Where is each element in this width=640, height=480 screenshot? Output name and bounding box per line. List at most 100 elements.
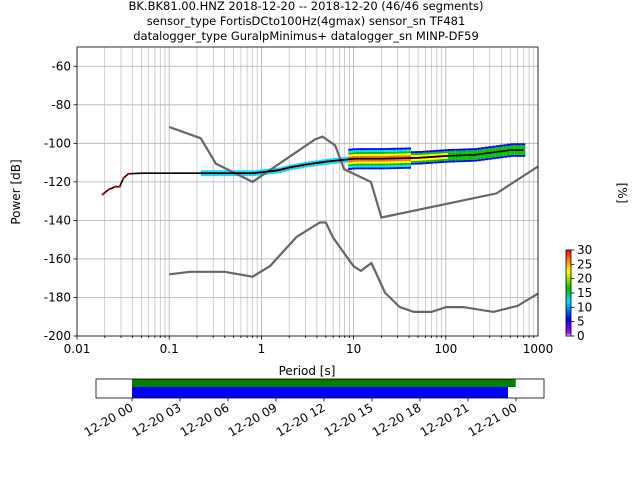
heatmap-cell xyxy=(348,160,352,163)
heatmap-cell xyxy=(399,165,404,167)
heatmap-cell xyxy=(458,160,463,163)
heatmap-cell xyxy=(381,161,386,164)
colorbar-tick-label: 0 xyxy=(577,329,585,343)
heatmap-cell xyxy=(359,152,364,154)
colorbar-tick-label: 30 xyxy=(577,243,592,257)
heatmap-cell xyxy=(348,164,352,167)
heatmap-cell xyxy=(366,167,371,170)
heatmap-cell xyxy=(392,159,397,162)
heatmap-cell xyxy=(484,156,489,159)
heatmap-cell xyxy=(399,151,404,154)
heatmap-cell xyxy=(407,151,411,154)
heatmap-cell xyxy=(366,153,371,156)
heatmap-cell xyxy=(510,147,515,150)
heatmap-cell xyxy=(473,151,478,154)
heatmap-cell xyxy=(241,174,246,177)
timeline-tick-label: 12-20 03 xyxy=(130,400,184,439)
y-tick-label: -100 xyxy=(44,136,71,150)
heatmap-cell xyxy=(481,147,485,150)
heatmap-cell xyxy=(458,156,463,159)
heatmap-cell xyxy=(219,174,223,177)
heatmap-cell xyxy=(517,145,522,148)
heatmap-cell xyxy=(495,147,500,150)
heatmap-cell xyxy=(359,155,364,158)
heatmap-cell xyxy=(433,149,437,152)
x-axis-label: Period [s] xyxy=(279,364,336,378)
heatmap-cell xyxy=(469,157,474,160)
x-tick-label: 0.01 xyxy=(64,342,91,356)
heatmap-cell xyxy=(374,165,378,168)
heatmap-cell xyxy=(374,167,378,170)
heatmap-cell xyxy=(403,159,408,162)
heatmap-cell xyxy=(392,165,397,168)
heatmap-cell xyxy=(407,153,411,156)
heatmap-cell xyxy=(514,143,518,146)
heatmap-cell xyxy=(440,151,445,154)
heatmap-cell xyxy=(333,157,338,160)
timeline-frame xyxy=(95,378,545,399)
heatmap-cell xyxy=(359,161,364,164)
heatmap-cell xyxy=(407,160,411,163)
heatmap-cell xyxy=(385,165,389,168)
heatmap-cell xyxy=(396,151,400,154)
heatmap-cell xyxy=(300,162,305,165)
heatmap-cell xyxy=(377,159,382,162)
heatmap-cell xyxy=(281,170,286,173)
heatmap-cell xyxy=(477,149,482,152)
heatmap-cell xyxy=(381,163,386,166)
heatmap-cell xyxy=(355,165,360,168)
heatmap-cell xyxy=(237,170,242,173)
heatmap-cell xyxy=(492,157,496,160)
heatmap-cell xyxy=(340,157,345,160)
heatmap-cell xyxy=(355,155,360,158)
heatmap-cell xyxy=(455,150,459,153)
heatmap-cell xyxy=(481,154,485,157)
heatmap-cell xyxy=(407,147,411,150)
heatmap-cell xyxy=(495,156,500,159)
heatmap-cell xyxy=(396,163,400,166)
heatmap-cell xyxy=(211,174,216,177)
heatmap-cell xyxy=(374,152,378,154)
heatmap-cell xyxy=(385,148,389,150)
heatmap-cell xyxy=(359,167,364,170)
heatmap-cell xyxy=(429,159,434,162)
heatmap-cell xyxy=(429,152,434,155)
heatmap-cell xyxy=(499,144,504,147)
heatmap-cell xyxy=(388,159,393,162)
heatmap-cell xyxy=(348,154,352,157)
heatmap-cell xyxy=(359,159,364,162)
heatmap-cell xyxy=(414,154,419,157)
heatmap-cell xyxy=(484,158,489,161)
heatmap-cell xyxy=(274,171,279,174)
heatmap-cell xyxy=(374,159,378,162)
heatmap-cell xyxy=(436,157,441,160)
heatmap-cell xyxy=(488,148,493,151)
title-line-3: datalogger_type GuralpMinimus+ datalogge… xyxy=(133,29,479,43)
mode-point xyxy=(114,185,117,188)
colorbar-tick-label: 15 xyxy=(577,286,592,300)
heatmap-cell xyxy=(304,165,308,168)
heatmap-cell xyxy=(363,167,367,170)
heatmap-cell xyxy=(348,167,352,170)
heatmap-cell xyxy=(425,154,430,157)
heatmap-cell xyxy=(469,159,474,162)
noise-model-high xyxy=(168,125,539,219)
heatmap-cell xyxy=(241,170,246,173)
heatmap-cell xyxy=(521,143,526,146)
timeline-tick-label: 12-20 21 xyxy=(418,400,472,439)
heatmap-cell xyxy=(444,156,448,159)
heatmap-cell xyxy=(355,152,360,154)
heatmap-cell xyxy=(503,144,507,147)
heatmap-cell xyxy=(370,152,375,154)
heatmap-cell xyxy=(259,169,264,172)
heatmap-cell xyxy=(355,150,360,153)
heatmap-cell xyxy=(392,153,397,156)
heatmap-cell xyxy=(351,152,356,155)
heatmap-cell xyxy=(462,148,467,151)
heatmap-cell xyxy=(381,150,386,152)
heatmap-cell xyxy=(510,143,515,146)
heatmap-cell xyxy=(484,148,489,151)
heatmap-cell xyxy=(377,155,382,158)
heatmap-cell xyxy=(462,152,467,155)
